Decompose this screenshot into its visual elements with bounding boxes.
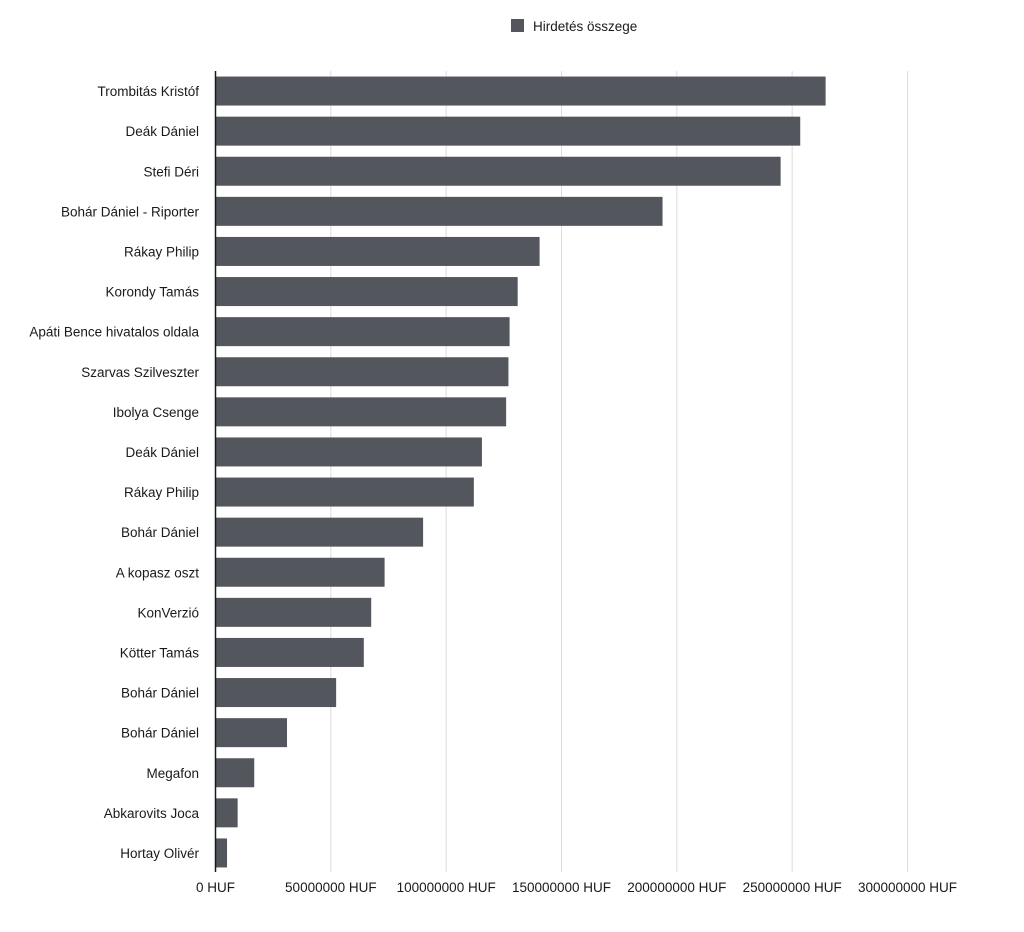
- bar: [215, 116, 801, 146]
- category-label: Apáti Bence hivatalos oldala: [29, 325, 199, 340]
- x-tick-label: 150000000 HUF: [512, 880, 611, 895]
- category-label: Bohár Dániel: [121, 726, 199, 741]
- x-tick-label: 300000000 HUF: [858, 880, 957, 895]
- category-label: Deák Dániel: [125, 124, 199, 139]
- x-tick-label: 100000000 HUF: [397, 880, 496, 895]
- category-label: Ibolya Csenge: [113, 405, 199, 420]
- bar: [215, 317, 510, 347]
- legend-label: Hirdetés összege: [533, 19, 637, 34]
- x-tick-label: 50000000 HUF: [285, 880, 377, 895]
- bar: [215, 637, 364, 667]
- x-tick-label: 200000000 HUF: [627, 880, 726, 895]
- category-label: A kopasz oszt: [116, 565, 200, 580]
- bar: [215, 718, 288, 748]
- bar: [215, 557, 385, 587]
- category-label: Trombitás Kristóf: [97, 84, 199, 99]
- category-label: Rákay Philip: [124, 244, 199, 259]
- bar: [215, 156, 781, 186]
- legend: Hirdetés összege: [511, 19, 637, 34]
- bar: [215, 517, 424, 547]
- bar: [215, 397, 507, 427]
- gridlines: [330, 71, 908, 872]
- bar: [215, 76, 826, 106]
- x-tick-label: 0 HUF: [196, 880, 235, 895]
- bar: [215, 277, 518, 307]
- bar: [215, 838, 228, 868]
- category-label: Hortay Olivér: [120, 846, 199, 861]
- bar: [215, 236, 540, 266]
- x-tick-label: 250000000 HUF: [743, 880, 842, 895]
- bar: [215, 357, 509, 387]
- category-label: Bohár Dániel: [121, 525, 199, 540]
- bar: [215, 437, 482, 467]
- bar: [215, 597, 372, 627]
- bar: [215, 798, 238, 828]
- category-label: Deák Dániel: [125, 445, 199, 460]
- category-label: Stefi Déri: [143, 164, 199, 179]
- bar: [215, 758, 255, 788]
- category-label: Bohár Dániel - Riporter: [61, 204, 200, 219]
- legend-swatch: [511, 19, 524, 32]
- x-axis-tick-labels: 0 HUF 50000000 HUF 100000000 HUF 150000000 …: [196, 880, 957, 895]
- category-label: Megafon: [146, 766, 199, 781]
- category-label: Abkarovits Joca: [104, 806, 200, 821]
- category-label: Szarvas Szilveszter: [81, 365, 199, 380]
- category-label: KonVerzió: [137, 605, 199, 620]
- category-label: Korondy Tamás: [105, 285, 199, 300]
- bar: [215, 196, 663, 226]
- category-label: Rákay Philip: [124, 485, 199, 500]
- category-label: Bohár Dániel: [121, 686, 199, 701]
- category-label: Kötter Tamás: [120, 645, 200, 660]
- category-labels: Trombitás Kristóf Deák Dániel Stefi Déri Bo…: [29, 84, 199, 861]
- bars: [215, 76, 826, 868]
- bar: [215, 477, 474, 507]
- bar: [215, 678, 337, 708]
